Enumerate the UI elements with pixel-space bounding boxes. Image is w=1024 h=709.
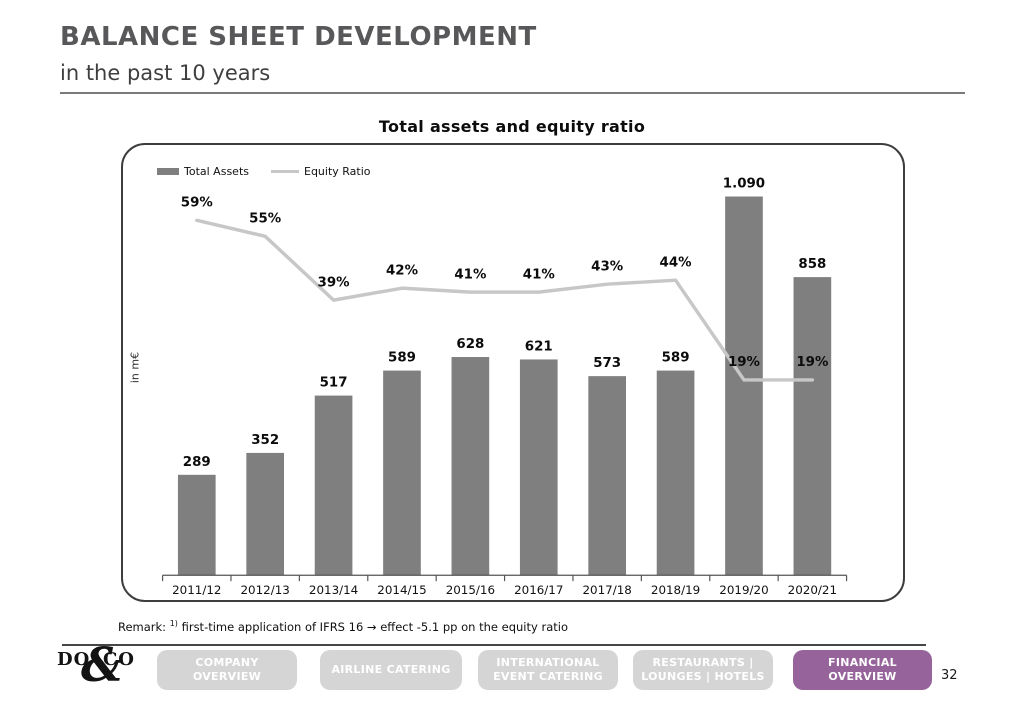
line-swatch-icon bbox=[271, 170, 299, 173]
legend-label: Equity Ratio bbox=[304, 165, 371, 178]
equity-ratio-label: 59% bbox=[181, 195, 213, 210]
bar-value-label: 352 bbox=[251, 433, 279, 448]
bar-2013-14 bbox=[314, 395, 353, 576]
bar-value-label: 589 bbox=[388, 351, 416, 366]
equity-ratio-label: 43% bbox=[591, 259, 623, 274]
bar-value-label: 628 bbox=[456, 337, 484, 352]
remark: Remark: 1) first-time application of IFR… bbox=[118, 619, 568, 634]
x-axis-label: 2012/13 bbox=[241, 583, 290, 597]
equity-ratio-label: 41% bbox=[523, 267, 555, 282]
nav-button-international-event-catering[interactable]: INTERNATIONAL EVENT CATERING bbox=[478, 650, 618, 690]
nav-button-financial-overview[interactable]: FINANCIAL OVERVIEW bbox=[793, 650, 932, 690]
header-divider bbox=[60, 92, 965, 94]
bar-2019-20 bbox=[725, 196, 763, 576]
equity-ratio-label: 19% bbox=[796, 355, 828, 370]
remark-text: first-time application of IFRS 16 → effe… bbox=[181, 619, 568, 634]
chart-title: Total assets and equity ratio bbox=[378, 117, 646, 136]
equity-ratio-label: 44% bbox=[660, 255, 692, 270]
balance-chart-svg: 289 59% 2011/12 352 55% 2012/13 517 39% 2013/14 5… bbox=[161, 177, 848, 597]
equity-ratio-label: 41% bbox=[454, 267, 486, 282]
chart-panel: 289 59% 2011/12 352 55% 2012/13 517 39% 2013/14 5… bbox=[121, 143, 905, 602]
x-axis-label: 2020/21 bbox=[788, 583, 837, 597]
bar-2018-19 bbox=[656, 370, 695, 576]
equity-ratio-label: 19% bbox=[728, 355, 760, 370]
footer-divider bbox=[62, 644, 926, 646]
doco-logo-text: DO CO bbox=[57, 649, 135, 670]
equity-ratio-label: 42% bbox=[386, 263, 418, 278]
ampersand-icon: & bbox=[81, 638, 124, 693]
x-axis-label: 2015/16 bbox=[446, 583, 495, 597]
page-subtitle: in the past 10 years bbox=[60, 61, 271, 85]
bar-2020-21 bbox=[793, 277, 832, 576]
legend-item-total-assets: Total Assets bbox=[157, 165, 249, 178]
x-axis-label: 2019/20 bbox=[719, 583, 768, 597]
bar-2015-16 bbox=[451, 357, 490, 576]
legend-item-equity-ratio: Equity Ratio bbox=[271, 165, 371, 178]
bar-value-label: 1.090 bbox=[723, 177, 765, 192]
bar-value-label: 589 bbox=[662, 351, 690, 366]
bar-2016-17 bbox=[519, 359, 558, 576]
x-axis bbox=[161, 574, 848, 582]
x-axis-label: 2011/12 bbox=[172, 583, 221, 597]
equity-ratio-line bbox=[195, 218, 815, 382]
remark-label: Remark: bbox=[118, 619, 167, 634]
bar-value-label: 858 bbox=[798, 257, 826, 272]
nav-button-airline-catering[interactable]: AIRLINE CATERING bbox=[320, 650, 462, 690]
logo-co: CO bbox=[102, 649, 135, 670]
bar-2014-15 bbox=[383, 370, 421, 576]
bar-2012-13 bbox=[246, 452, 285, 576]
bar-2011-12 bbox=[177, 474, 216, 576]
bar-value-label: 621 bbox=[525, 340, 553, 355]
nav-button-restaurants-lounges-hotels[interactable]: RESTAURANTS | LOUNGES | HOTELS bbox=[633, 650, 773, 690]
equity-ratio-label: 55% bbox=[249, 211, 281, 226]
bar-swatch-icon bbox=[157, 168, 179, 175]
page-number: 32 bbox=[941, 668, 958, 683]
x-axis-label: 2013/14 bbox=[309, 583, 358, 597]
page-title: BALANCE SHEET DEVELOPMENT bbox=[60, 22, 537, 52]
x-axis-label: 2014/15 bbox=[377, 583, 426, 597]
x-axis-label: 2017/18 bbox=[583, 583, 632, 597]
bar-value-label: 289 bbox=[183, 455, 211, 470]
x-axis-label: 2018/19 bbox=[651, 583, 700, 597]
bar-value-label: 517 bbox=[320, 376, 348, 391]
bar-2017-18 bbox=[588, 376, 627, 576]
remark-footnote-marker: 1) bbox=[169, 619, 178, 628]
y-axis-label: in m€ bbox=[128, 351, 142, 384]
chart-legend: Total Assets Equity Ratio bbox=[157, 165, 371, 178]
nav-button-company-overview[interactable]: COMPANY OVERVIEW bbox=[157, 650, 297, 690]
equity-ratio-label: 39% bbox=[318, 275, 350, 290]
logo-do: DO bbox=[57, 649, 91, 670]
bar-value-label: 573 bbox=[593, 356, 621, 371]
legend-label: Total Assets bbox=[184, 165, 249, 178]
doco-logo: DO CO & bbox=[57, 642, 139, 705]
x-axis-label: 2016/17 bbox=[514, 583, 563, 597]
